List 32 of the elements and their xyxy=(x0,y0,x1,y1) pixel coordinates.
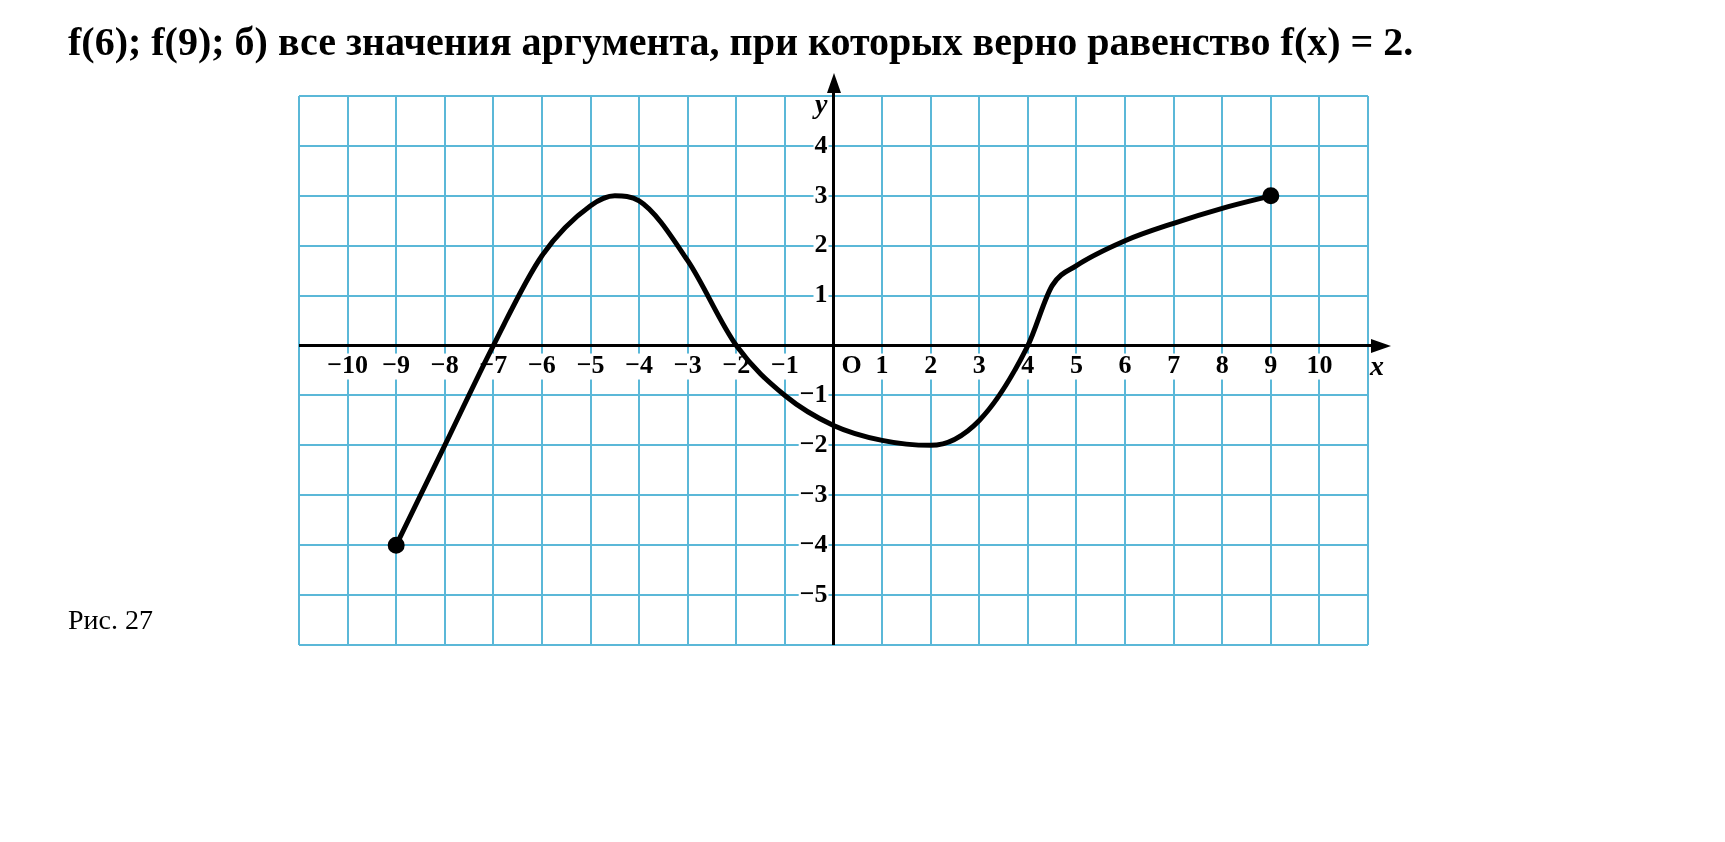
x-tick-label: 9 xyxy=(1264,350,1278,380)
y-tick-label: −5 xyxy=(799,578,828,608)
x-axis-title: x xyxy=(1369,349,1384,381)
x-tick-label: 3 xyxy=(972,350,986,380)
x-tick-label: 7 xyxy=(1167,350,1181,380)
x-tick-label: 4 xyxy=(1021,350,1035,380)
y-tick-label: −1 xyxy=(799,379,828,409)
y-tick-label: −2 xyxy=(799,429,828,459)
x-tick-label: −1 xyxy=(770,350,799,380)
x-tick-label: 8 xyxy=(1215,350,1229,380)
y-tick-label: 4 xyxy=(814,129,828,159)
x-tick-label: −9 xyxy=(382,350,411,380)
x-tick-label: 1 xyxy=(875,350,889,380)
y-tick-label: 1 xyxy=(814,279,828,309)
x-tick-label: 10 xyxy=(1306,350,1333,380)
x-tick-label: 2 xyxy=(924,350,938,380)
y-tick-label: 3 xyxy=(814,179,828,209)
x-tick-label: −4 xyxy=(625,350,654,380)
y-tick-label: 2 xyxy=(814,229,828,259)
x-tick-label: −3 xyxy=(673,350,702,380)
y-axis-title: y xyxy=(812,88,829,120)
x-tick-label: 5 xyxy=(1069,350,1083,380)
x-tick-label: −6 xyxy=(528,350,556,380)
x-tick-label: −5 xyxy=(576,350,605,380)
x-tick-label: −10 xyxy=(327,350,368,380)
chart-title: f(6); f(9); б) все значения аргумента, при которых верно равенство f(x) = 2. xyxy=(68,18,1415,66)
y-tick-label: −3 xyxy=(799,478,828,508)
y-tick-label: −4 xyxy=(799,528,828,558)
x-tick-label: −8 xyxy=(430,350,459,380)
text: Рис. 27 xyxy=(68,604,154,636)
x-tick-label: 6 xyxy=(1118,350,1132,380)
annotation: O xyxy=(841,350,862,380)
